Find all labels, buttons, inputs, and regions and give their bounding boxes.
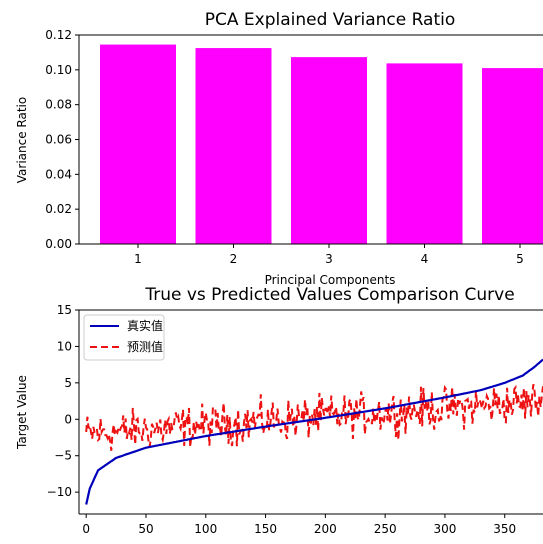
line-chart: True vs Predicted Values Comparison Curv… <box>15 285 543 536</box>
line-x-tick-label: 250 <box>374 522 397 536</box>
bar-y-tick-label: 0.04 <box>45 167 72 181</box>
line-chart-title: True vs Predicted Values Comparison Curv… <box>144 285 514 305</box>
bar-x-tick-label: 4 <box>421 252 429 266</box>
line-y-ticks: −10 −5 0 5 10 15 <box>47 303 79 499</box>
line-x-tick-label: 150 <box>254 522 277 536</box>
bar-x-ticks: 1 2 3 4 5 <box>134 244 524 266</box>
bar-chart: PCA Explained Variance Ratio 0.000.020.0… <box>15 10 543 287</box>
bar-chart-title: PCA Explained Variance Ratio <box>205 10 456 30</box>
line-x-tick-label: 50 <box>138 522 153 536</box>
bar-4 <box>386 63 463 245</box>
bar-x-axis-label: Principal Components <box>265 273 396 287</box>
bar-3 <box>291 57 367 244</box>
line-x-tick-label: 350 <box>493 522 516 536</box>
bar-y-axis-label: Variance Ratio <box>15 97 29 183</box>
series-predicted-line <box>85 384 543 451</box>
line-y-axis-label: Target Value <box>15 375 29 450</box>
legend-label-true: 真实值 <box>127 318 163 333</box>
legend: 真实值 预测值 <box>83 314 165 361</box>
bar-y-tick-label: 0.06 <box>45 133 72 147</box>
line-x-tick-label: 100 <box>194 522 217 536</box>
line-x-tick-label: 0 <box>82 522 90 536</box>
line-y-tick-label: 5 <box>64 376 72 390</box>
legend-label-predicted: 预测值 <box>127 339 163 354</box>
line-x-tick-label: 300 <box>433 522 456 536</box>
bar-2 <box>195 48 272 244</box>
bar-y-tick-label: 0.02 <box>45 202 72 216</box>
bar-y-tick-label: 0.12 <box>45 28 72 42</box>
line-y-tick-label: −5 <box>54 449 72 463</box>
bar-x-tick-label: 2 <box>230 252 238 266</box>
line-y-tick-label: 15 <box>57 303 72 317</box>
line-x-ticks: 0 50 100 150 200 250 300 350 <box>82 514 516 536</box>
bars <box>100 44 543 245</box>
bar-y-tick-label: 0.08 <box>45 98 72 112</box>
bar-x-tick-label: 3 <box>325 252 333 266</box>
bar-y-tick-label: 0.10 <box>45 63 72 77</box>
bar-x-tick-label: 1 <box>134 252 142 266</box>
bar-1 <box>100 44 176 245</box>
line-y-tick-label: 10 <box>57 339 72 353</box>
line-y-tick-label: 0 <box>64 412 72 426</box>
bar-y-tick-label: 0.00 <box>45 237 72 251</box>
line-y-tick-label: −10 <box>47 485 72 499</box>
line-x-tick-label: 200 <box>314 522 337 536</box>
bar-x-tick-label: 5 <box>516 252 524 266</box>
bar-y-ticks: 0.00 0.02 0.04 0.06 0.08 0.10 0.12 <box>45 28 79 251</box>
series-true-line <box>85 358 543 505</box>
series-lines <box>85 358 543 505</box>
bar-5 <box>482 68 543 244</box>
